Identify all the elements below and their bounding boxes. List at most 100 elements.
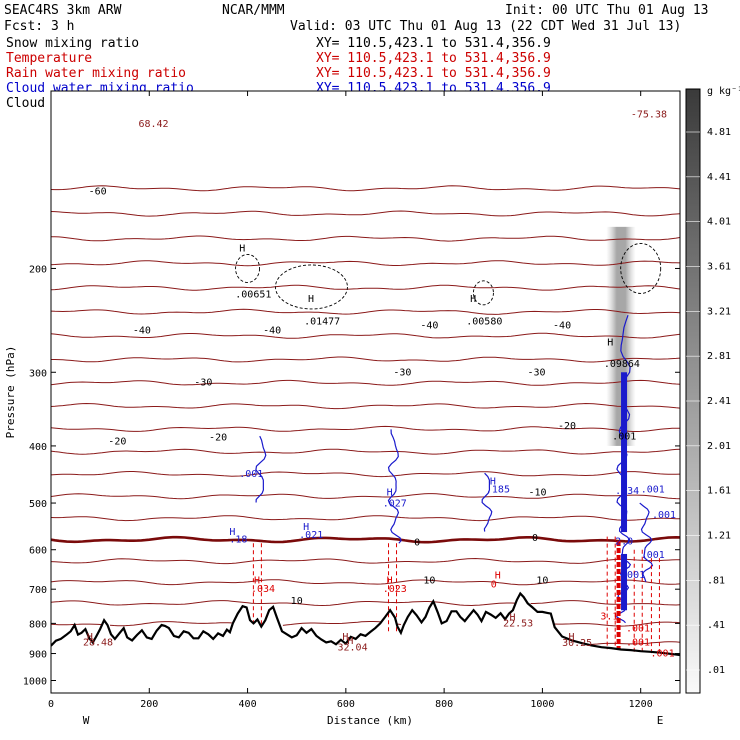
- isotherm-label: -40: [420, 321, 438, 332]
- colorbar-label: 2.01: [707, 441, 731, 452]
- colorbar-label: 1.21: [707, 531, 731, 542]
- isotherm: [51, 471, 680, 478]
- isotherm-label: -20: [108, 436, 126, 447]
- isotherm: [51, 260, 680, 267]
- legend-xy: XY= 110.5,423.1 to 531.4,356.9: [316, 36, 551, 51]
- isotherm: [530, 600, 680, 606]
- axes: Pressure (hPa) Distance (km) W E 0 200 400…: [4, 91, 680, 727]
- isotherm-label: 10: [291, 596, 303, 607]
- y-tick-label: 400: [29, 442, 47, 453]
- snow-contour: [472, 280, 494, 306]
- isotherm-label: -20: [209, 432, 227, 443]
- isotherm: [51, 210, 680, 217]
- isotherm: [51, 356, 680, 363]
- isotherm-label: -30: [527, 367, 545, 378]
- contour-annotation: 28.48: [83, 638, 113, 649]
- contour-annotation: H: [490, 476, 496, 487]
- isotherm-label: -30: [393, 367, 411, 378]
- isotherm: [109, 621, 232, 627]
- temperature-contours: [51, 185, 680, 646]
- legend-xy: XY= 110.5,423.1 to 531.4,356.9: [316, 51, 551, 66]
- isotherm-label: 10: [423, 576, 435, 587]
- isotherm: [51, 284, 680, 291]
- contour-annotation: .18: [229, 534, 247, 545]
- forecast-hour: Fcst: 3 h: [4, 19, 74, 34]
- terrain-profile: [51, 591, 680, 657]
- isotherm: [51, 332, 680, 339]
- x-tick-label: 0: [48, 699, 54, 710]
- east-label: E: [657, 714, 664, 727]
- isotherm-label: -60: [89, 186, 107, 197]
- isotherm-label: -40: [553, 321, 571, 332]
- y-tick-label: 800: [29, 619, 47, 630]
- contour-annotation: .027: [383, 499, 407, 510]
- colorbar: g kg⁻¹ 4.81 4.41 4.01 3.61 3.21 2.81 2.41 2.01 1…: [685, 86, 740, 694]
- contour-annotation: .001: [621, 570, 645, 581]
- cloud-water-contour: [387, 429, 402, 544]
- legend-xy: XY= 110.5,423.1 to 531.4,356.9: [316, 66, 551, 81]
- y-tick-label: 900: [29, 650, 47, 661]
- cloud-water-core: [621, 553, 628, 611]
- colorbar-label: 2.41: [707, 396, 731, 407]
- legend-entry: Temperature: [6, 51, 92, 66]
- colorbar-label: 4.01: [707, 217, 731, 228]
- isotherm-label: 0: [532, 533, 538, 544]
- colorbar-unit: g kg⁻¹: [707, 86, 740, 97]
- contour-annotation: .034: [251, 584, 275, 595]
- colorbar-label: 1.61: [707, 486, 731, 497]
- cloud-water-contour: [639, 502, 654, 582]
- x-axis-title: Distance (km): [327, 714, 413, 727]
- colorbar-label: 3.21: [707, 306, 731, 317]
- isotherm: [51, 600, 515, 607]
- isotherm: [51, 448, 680, 455]
- y-tick-label: 1000: [23, 677, 47, 688]
- legend-entry: Snow mixing ratio: [6, 36, 139, 51]
- model-title: SEAC4RS 3km ARW: [4, 3, 122, 18]
- x-tick-label: 1200: [629, 699, 653, 710]
- contour-annotation: H: [342, 632, 348, 643]
- x-tick-label: 800: [435, 699, 453, 710]
- isotherm-label: -40: [133, 326, 151, 337]
- isotherm: [51, 235, 680, 242]
- isotherm: [51, 379, 680, 386]
- terrain-line: [51, 591, 680, 657]
- contour-annotation: H: [509, 612, 515, 623]
- colorbar-label: .41: [707, 620, 725, 631]
- y-tick-label: 200: [29, 264, 47, 275]
- isotherm: [51, 493, 680, 500]
- x-tick-label: 400: [239, 699, 257, 710]
- isotherm-label: -20: [558, 421, 576, 432]
- cloud-water-contour: [255, 435, 267, 503]
- isotherm: [51, 623, 103, 626]
- isotherm: [51, 185, 680, 192]
- contour-annotation: H: [308, 294, 314, 305]
- contour-annotation: .01477: [304, 317, 340, 328]
- isotherm-label: -10: [528, 488, 546, 499]
- contour-annotation: 30.25: [562, 638, 592, 649]
- contour-annotation: H: [239, 243, 245, 254]
- contour-annotation: .001: [651, 648, 675, 659]
- isotherm-label: 10: [536, 576, 548, 587]
- snow-contour: [274, 264, 348, 310]
- contour-annotation: H: [568, 632, 574, 643]
- colorbar-label: 2.81: [707, 351, 731, 362]
- cloud-water-contour: [481, 472, 493, 532]
- colorbar-label: 3.61: [707, 262, 731, 273]
- plot-area: -60 -40 -40 -40 -40 -30 -30 -30 -20 -20 -20 -10 0 0 10…: [51, 91, 680, 693]
- legend-entry: Rain water mixing ratio: [6, 66, 186, 81]
- contour-annotation: 0: [491, 579, 497, 590]
- contour-annotation: .001: [641, 550, 665, 561]
- isotherm: [51, 425, 680, 432]
- contour-annotation: 3.1: [600, 612, 618, 623]
- isotherm: [51, 515, 680, 522]
- contour-annotation: H: [347, 636, 353, 647]
- contour-annotation: 68.42: [138, 119, 168, 130]
- contour-annotation: .023: [383, 584, 407, 595]
- contour-annotation: .001: [612, 431, 636, 442]
- colorbar-label: 4.41: [707, 172, 731, 183]
- snow-contour: [620, 243, 662, 294]
- contour-annotation: 2.0: [615, 537, 633, 548]
- zero-isotherm: [51, 535, 680, 544]
- isotherm-label: -40: [263, 326, 281, 337]
- colorbar-label: .01: [707, 665, 725, 676]
